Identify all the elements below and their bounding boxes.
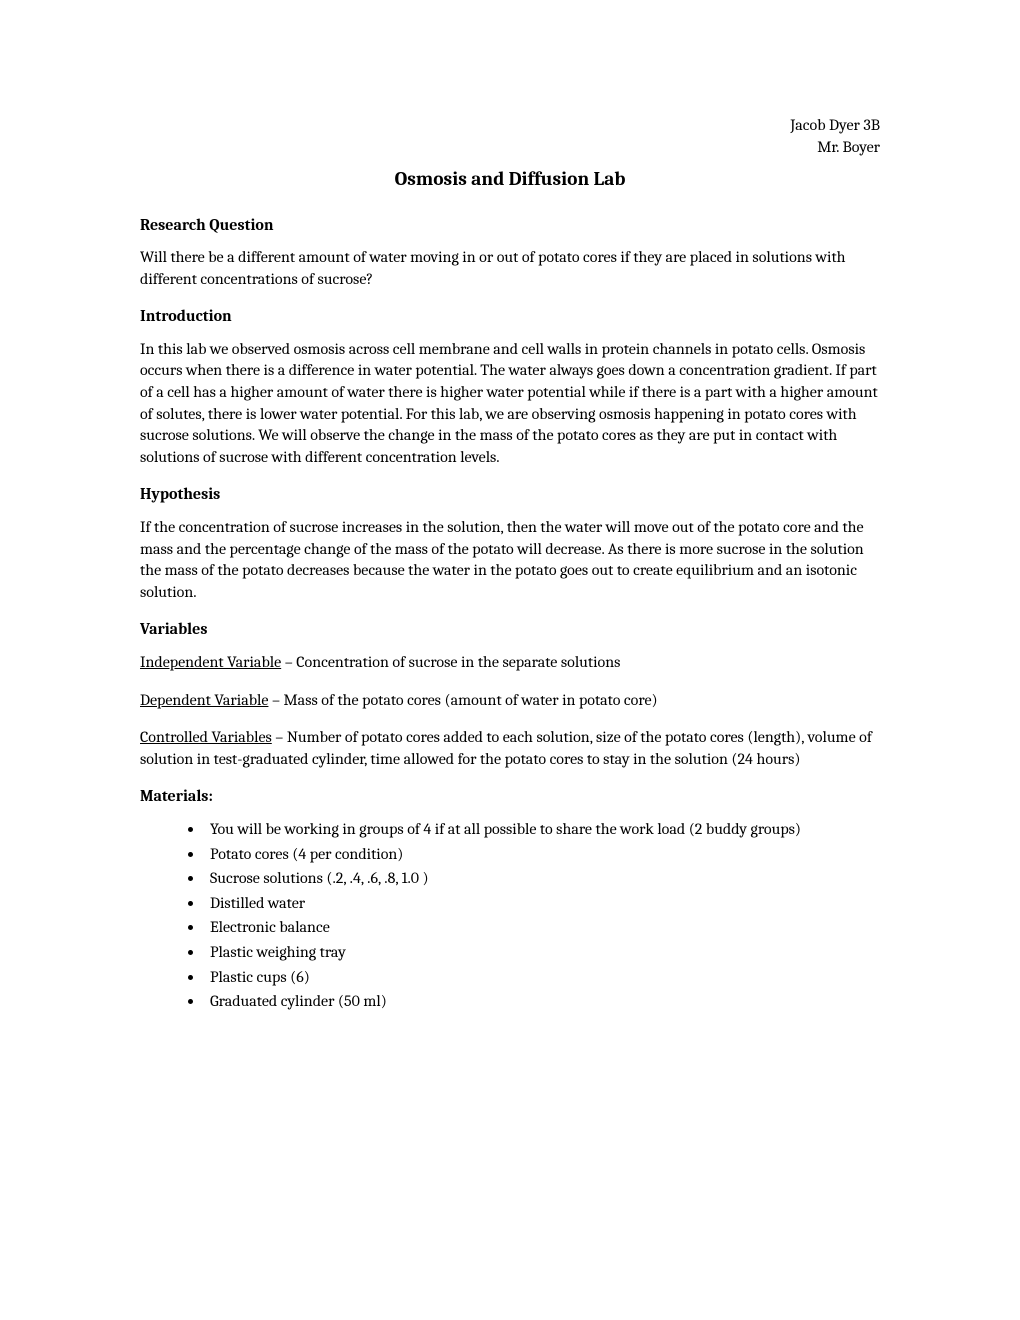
list-item: Sucrose solutions (.2, .4, .6, .8, 1.0 )	[204, 868, 880, 890]
controlled-variables: Controlled Variables – Number of potato …	[140, 727, 880, 770]
list-item: Plastic cups (6)	[204, 967, 880, 989]
list-item: Distilled water	[204, 893, 880, 915]
introduction-body: In this lab we observed osmosis across c…	[140, 339, 880, 469]
list-item: Plastic weighing tray	[204, 942, 880, 964]
list-item: You will be working in groups of 4 if at…	[204, 819, 880, 841]
document-header: Jacob Dyer 3B Mr. Boyer	[140, 115, 880, 158]
document-title: Osmosis and Diffusion Lab	[140, 166, 880, 192]
variables-heading: Variables	[140, 619, 880, 641]
materials-list: You will be working in groups of 4 if at…	[140, 819, 880, 1013]
teacher-name: Mr. Boyer	[140, 137, 880, 159]
dependent-variable-label: Dependent Variable	[140, 691, 268, 709]
hypothesis-body: If the concentration of sucrose increase…	[140, 517, 880, 603]
independent-variable: Independent Variable – Concentration of …	[140, 652, 880, 674]
student-name: Jacob Dyer 3B	[140, 115, 880, 137]
hypothesis-heading: Hypothesis	[140, 484, 880, 506]
research-question-body: Will there be a different amount of wate…	[140, 247, 880, 290]
dependent-variable-text: – Mass of the potato cores (amount of wa…	[268, 691, 657, 709]
list-item: Potato cores (4 per condition)	[204, 844, 880, 866]
research-question-heading: Research Question	[140, 215, 880, 237]
list-item: Electronic balance	[204, 917, 880, 939]
dependent-variable: Dependent Variable – Mass of the potato …	[140, 690, 880, 712]
independent-variable-text: – Concentration of sucrose in the separa…	[281, 653, 620, 671]
controlled-variables-label: Controlled Variables	[140, 728, 272, 746]
introduction-heading: Introduction	[140, 306, 880, 328]
materials-heading: Materials:	[140, 786, 880, 808]
independent-variable-label: Independent Variable	[140, 653, 281, 671]
list-item: Graduated cylinder (50 ml)	[204, 991, 880, 1013]
